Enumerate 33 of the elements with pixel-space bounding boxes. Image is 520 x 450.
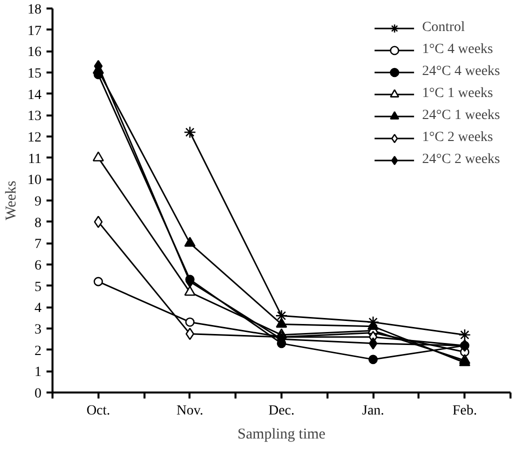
y-tick-label: 2: [34, 344, 42, 359]
y-tick-label: 17: [28, 24, 42, 39]
y-axis-title: Weeks: [4, 180, 20, 220]
x-tick-label: Jan.: [362, 404, 384, 418]
y-tick-label: 14: [28, 88, 42, 103]
x-tick-label: Dec.: [268, 404, 295, 418]
y-tick-label: 9: [34, 194, 42, 210]
y-tick-label: 1: [34, 365, 42, 380]
legend-label: 1°C 2 weeks: [422, 130, 493, 146]
y-tick-label: 18: [28, 2, 42, 18]
legend-label: 24°C 1 weeks: [422, 108, 500, 124]
legend-label: 24°C 2 weeks: [422, 152, 500, 168]
legend-label: 1°C 1 weeks: [422, 86, 493, 102]
y-tick-label: 16: [28, 45, 42, 60]
y-tick-label: 13: [28, 109, 42, 124]
y-tick-label: 4: [34, 301, 42, 316]
y-tick-label: 15: [28, 66, 42, 82]
y-tick-label: 11: [28, 152, 42, 167]
y-tick-label: 0: [34, 386, 42, 402]
y-tick-label: 3: [34, 322, 42, 338]
y-tick-label: 7: [34, 237, 42, 252]
y-tick-label: 5: [34, 280, 42, 295]
y-tick-label: 12: [28, 130, 42, 146]
y-tick-label: 10: [28, 173, 42, 188]
x-axis-title: Sampling time: [238, 426, 326, 442]
x-tick-label: Oct.: [86, 404, 110, 418]
legend-label: 24°C 4 weeks: [422, 64, 500, 80]
y-tick-label: 6: [34, 258, 42, 274]
x-tick-label: Feb.: [452, 404, 477, 418]
x-tick-label: Nov.: [176, 404, 204, 418]
legend-label: Control: [422, 20, 465, 36]
legend-label: 1°C 4 weeks: [422, 42, 493, 58]
y-tick-label: 8: [34, 216, 42, 231]
